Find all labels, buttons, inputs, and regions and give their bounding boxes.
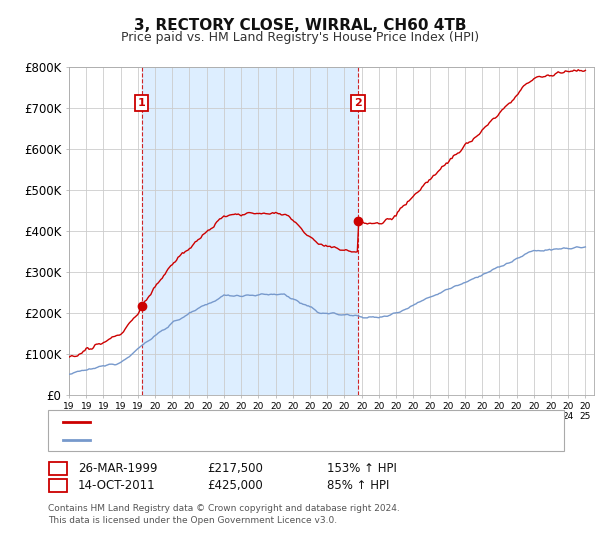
Text: 3, RECTORY CLOSE, WIRRAL, CH60 4TB: 3, RECTORY CLOSE, WIRRAL, CH60 4TB	[134, 18, 466, 32]
Text: 3, RECTORY CLOSE, WIRRAL, CH60 4TB (detached house): 3, RECTORY CLOSE, WIRRAL, CH60 4TB (deta…	[96, 417, 416, 427]
Text: 1: 1	[138, 98, 146, 108]
Text: 153% ↑ HPI: 153% ↑ HPI	[327, 462, 397, 475]
Text: 26-MAR-1999: 26-MAR-1999	[78, 462, 157, 475]
Text: Price paid vs. HM Land Registry's House Price Index (HPI): Price paid vs. HM Land Registry's House …	[121, 31, 479, 44]
Text: 1: 1	[54, 462, 62, 475]
Text: 2: 2	[54, 479, 62, 492]
Text: 2: 2	[354, 98, 362, 108]
Text: £425,000: £425,000	[207, 479, 263, 492]
Text: 14-OCT-2011: 14-OCT-2011	[78, 479, 155, 492]
Text: 85% ↑ HPI: 85% ↑ HPI	[327, 479, 389, 492]
Text: £217,500: £217,500	[207, 462, 263, 475]
Bar	[142, 67, 358, 395]
Text: HPI: Average price, detached house, Wirral: HPI: Average price, detached house, Wirr…	[96, 435, 335, 445]
Text: Contains HM Land Registry data © Crown copyright and database right 2024.
This d: Contains HM Land Registry data © Crown c…	[48, 504, 400, 525]
